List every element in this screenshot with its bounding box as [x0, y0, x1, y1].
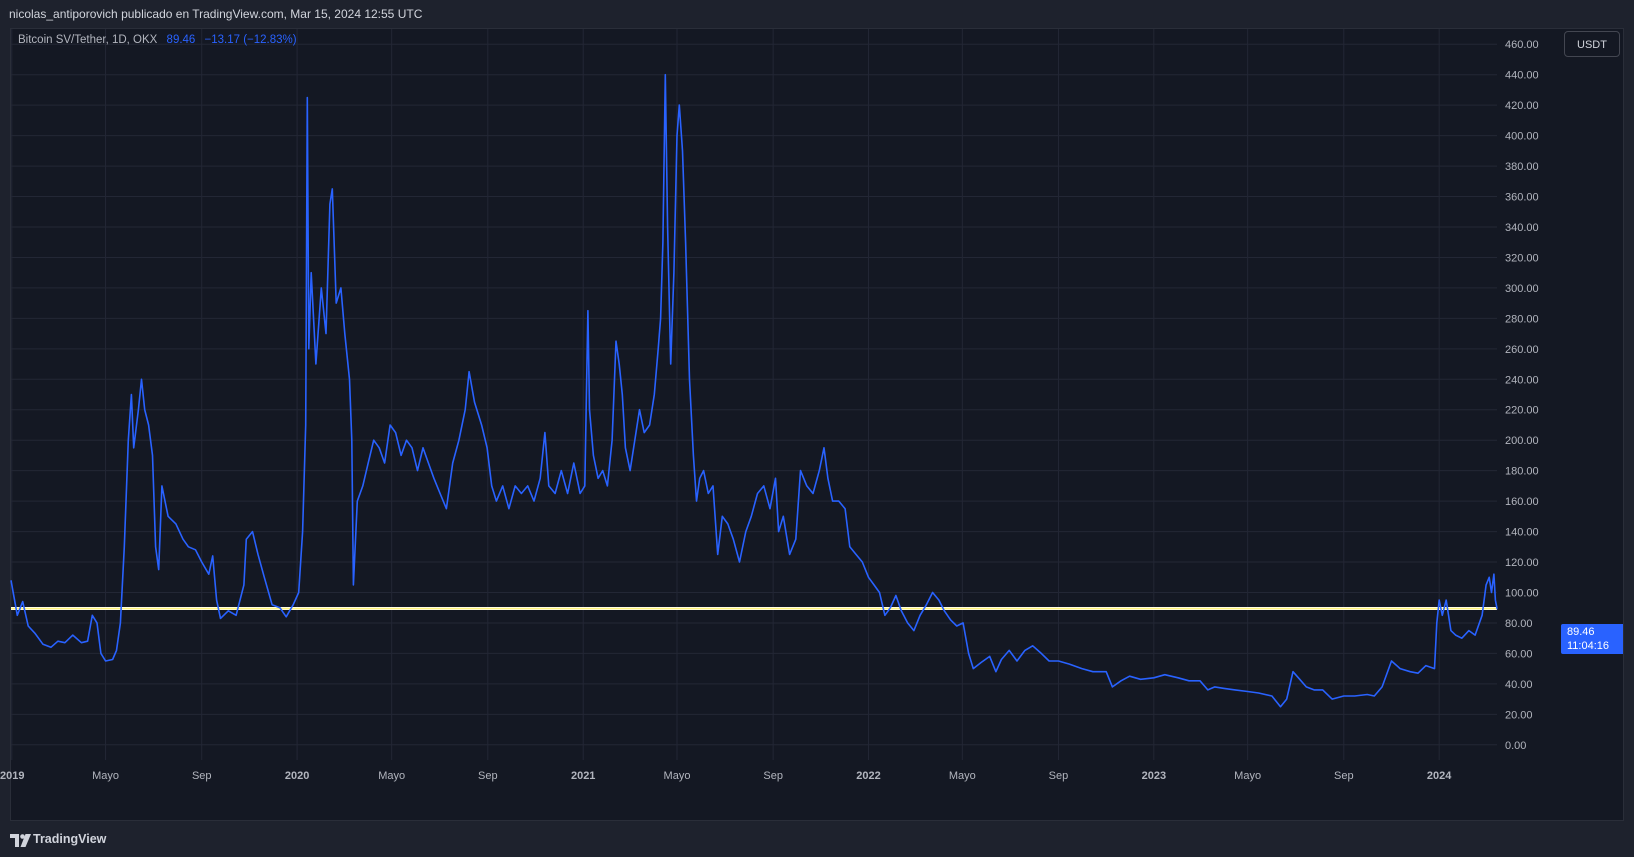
x-tick-label: 2021 — [571, 770, 595, 782]
x-tick-label: Sep — [1049, 770, 1069, 782]
price-series-line — [10, 73, 1498, 708]
x-tick-label: Sep — [763, 770, 783, 782]
x-tick-label: 2024 — [1427, 770, 1452, 782]
y-tick-label: 260.00 — [1505, 344, 1539, 356]
y-tick-label: 160.00 — [1505, 496, 1539, 508]
x-tick-label: Mayo — [664, 770, 691, 782]
y-tick-label: 340.00 — [1505, 222, 1539, 234]
y-tick-label: 440.00 — [1505, 70, 1539, 82]
x-tick-label: Mayo — [92, 770, 119, 782]
y-tick-label: 0.00 — [1505, 740, 1526, 752]
x-tick-label: 2019 — [0, 770, 24, 782]
y-tick-label: 400.00 — [1505, 131, 1539, 143]
x-tick-label: Mayo — [1234, 770, 1261, 782]
y-tick-label: 460.00 — [1505, 39, 1539, 51]
y-tick-label: 320.00 — [1505, 252, 1539, 264]
y-tick-label: 240.00 — [1505, 374, 1539, 386]
legend-last-value: 89.46 — [166, 34, 196, 46]
x-axis-labels: 2019 Mayo Sep 2020 Mayo Sep 2021 Mayo Sep 2022 May… — [0, 770, 1452, 782]
y-axis-labels: 0.00 20.00 40.00 60.00 80.00 100.00 120.00 140.… — [1505, 39, 1539, 752]
x-tick-label: Sep — [1334, 770, 1354, 782]
y-tick-label: 20.00 — [1505, 709, 1533, 721]
last-price-value: 89.46 — [1567, 626, 1595, 638]
x-tick-label: Sep — [478, 770, 498, 782]
bar-countdown: 11:04:16 — [1567, 640, 1610, 652]
legend-change: −13.17 (−12.83%) — [204, 34, 297, 46]
last-price-tag: 89.46 11:04:16 — [1561, 624, 1623, 654]
y-tick-label: 140.00 — [1505, 527, 1539, 539]
y-tick-label: 60.00 — [1505, 648, 1533, 660]
tradingview-brand[interactable]: TradingView — [33, 832, 107, 846]
y-tick-label: 300.00 — [1505, 283, 1539, 295]
x-tick-label: Mayo — [949, 770, 976, 782]
chart-legend: Bitcoin SV/Tether, 1D, OKX 89.46 −13.17 … — [18, 34, 297, 46]
y-tick-label: 120.00 — [1505, 557, 1539, 569]
x-tick-label: 2023 — [1142, 770, 1166, 782]
publisher-line: nicolas_antiporovich publicado en Tradin… — [9, 7, 423, 21]
series-layer — [10, 73, 1498, 708]
footer — [0, 822, 1634, 857]
y-tick-label: 220.00 — [1505, 405, 1539, 417]
x-tick-label: Mayo — [378, 770, 405, 782]
chart-grid — [11, 29, 1497, 760]
x-tick-label: 2022 — [856, 770, 880, 782]
y-tick-label: 80.00 — [1505, 618, 1533, 630]
y-tick-label: 180.00 — [1505, 466, 1539, 478]
x-tick-label: 2020 — [285, 770, 309, 782]
y-tick-label: 280.00 — [1505, 313, 1539, 325]
y-tick-label: 360.00 — [1505, 192, 1539, 204]
legend-symbol: Bitcoin SV/Tether, 1D, OKX — [18, 34, 158, 46]
top-bar: nicolas_antiporovich publicado en Tradin… — [0, 0, 1634, 28]
currency-button[interactable]: USDT — [1564, 31, 1620, 57]
y-tick-label: 40.00 — [1505, 679, 1533, 691]
y-tick-label: 380.00 — [1505, 161, 1539, 173]
chart-frame[interactable] — [10, 28, 1624, 821]
y-tick-label: 420.00 — [1505, 100, 1539, 112]
x-tick-label: Sep — [192, 770, 212, 782]
y-tick-label: 100.00 — [1505, 587, 1539, 599]
y-tick-label: 200.00 — [1505, 435, 1539, 447]
tradingview-logo-icon[interactable] — [10, 834, 32, 847]
